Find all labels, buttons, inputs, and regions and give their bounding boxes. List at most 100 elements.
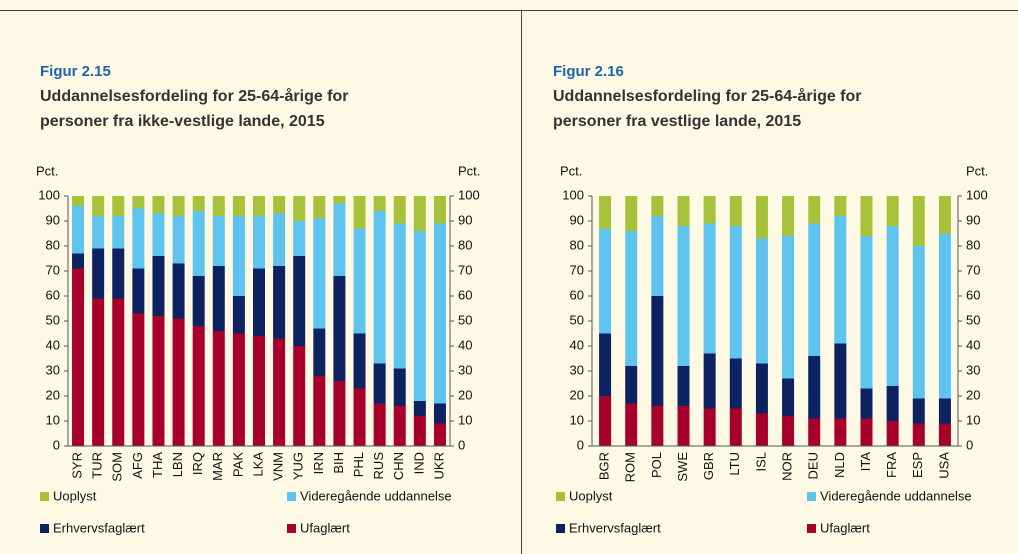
legend-swatch	[287, 524, 296, 533]
bar-segment	[599, 196, 612, 229]
y2-tick-label: 30	[458, 362, 472, 377]
y2-tick-label: 70	[458, 262, 472, 277]
bar-segment	[192, 326, 205, 446]
y2-tick-label: 60	[966, 287, 980, 302]
bar-segment	[112, 248, 125, 299]
bar-segment	[808, 196, 821, 224]
x-tick-label: SOM	[110, 452, 125, 482]
bar-segment	[808, 223, 821, 356]
x-tick-label: VNM	[271, 452, 286, 481]
bar-segment	[703, 223, 716, 354]
bar-segment	[172, 196, 185, 216]
bar-segment	[393, 196, 406, 224]
bar-segment	[834, 343, 847, 419]
y2-tick-label: 50	[458, 312, 472, 327]
bar-segment	[172, 318, 185, 446]
legend-label: Uoplyst	[569, 488, 613, 503]
bar-segment	[232, 296, 245, 334]
y2-tick-label: 80	[458, 237, 472, 252]
y2-tick-label: 90	[458, 212, 472, 227]
bar-segment	[703, 408, 716, 446]
bar-segment	[212, 266, 225, 331]
y2-tick-label: 20	[458, 387, 472, 402]
x-tick-label: IRQ	[190, 452, 205, 475]
legend-swatch	[287, 492, 296, 501]
bar-segment	[333, 381, 346, 446]
y-axis-label: Pct.	[560, 163, 582, 178]
bar-segment	[782, 416, 795, 446]
x-tick-label: POL	[649, 452, 664, 478]
bar-segment	[72, 206, 85, 254]
bar-segment	[253, 268, 265, 336]
bar-segment	[677, 226, 690, 366]
bar-segment	[92, 298, 105, 446]
x-tick-label: NOR	[780, 452, 795, 481]
bar-segment	[152, 196, 165, 214]
bar-segment	[293, 221, 306, 256]
bar-segment	[313, 328, 326, 376]
bar-segment	[333, 276, 346, 381]
legend-swatch	[40, 524, 49, 533]
y2-tick-label: 100	[966, 187, 988, 202]
bar-segment	[886, 196, 899, 226]
y-tick-label: 20	[570, 387, 584, 402]
bar-segment	[782, 378, 795, 416]
bar-segment	[433, 423, 446, 446]
x-tick-label: IRN	[311, 452, 326, 474]
legend-label: Erhvervsfaglært	[53, 520, 145, 535]
bar-segment	[782, 196, 795, 236]
y2-tick-label: 80	[966, 237, 980, 252]
x-tick-label: PAK	[230, 452, 245, 477]
y-tick-label: 50	[570, 312, 584, 327]
bar-segment	[413, 416, 426, 446]
legend-label: Ufaglært	[820, 520, 870, 535]
x-tick-label: MAR	[210, 452, 225, 481]
bar-segment	[273, 338, 286, 446]
legend-swatch	[556, 524, 565, 533]
legend-label: Ufaglært	[300, 520, 350, 535]
bar-segment	[112, 298, 125, 446]
x-tick-label: ISL	[753, 452, 768, 472]
bar-segment	[353, 388, 366, 446]
bar-segment	[729, 358, 742, 409]
bar-segment	[172, 216, 185, 264]
bar-segment	[293, 196, 306, 221]
bar-segment	[625, 403, 638, 446]
bar-segment	[433, 196, 446, 224]
y2-tick-label: 30	[966, 362, 980, 377]
x-tick-label: BIH	[331, 452, 346, 474]
bar-segment	[373, 363, 386, 404]
y-tick-label: 70	[46, 262, 60, 277]
bar-segment	[293, 256, 306, 346]
bar-segment	[132, 313, 145, 446]
bar-segment	[413, 196, 426, 231]
bar-segment	[152, 256, 165, 316]
bar-segment	[92, 248, 105, 299]
legend-label: Videregående uddannelse	[300, 488, 452, 503]
y2-tick-label: 70	[966, 262, 980, 277]
bar-segment	[293, 346, 306, 446]
x-tick-label: PHL	[351, 452, 366, 477]
y-tick-label: 40	[46, 337, 60, 352]
bar-segment	[729, 226, 742, 359]
x-tick-label: IND	[411, 452, 426, 474]
bar-segment	[651, 196, 664, 216]
bar-segment	[253, 216, 265, 269]
x-tick-label: GBR	[701, 452, 716, 480]
y-tick-label: 80	[570, 237, 584, 252]
bar-segment	[313, 196, 326, 219]
bar-segment	[333, 203, 346, 276]
bar-segment	[599, 396, 612, 446]
y-tick-label: 50	[46, 312, 60, 327]
y-tick-label: 60	[46, 287, 60, 302]
bar-segment	[373, 403, 386, 446]
bar-segment	[808, 356, 821, 419]
bar-segment	[755, 238, 768, 364]
bar-segment	[112, 216, 125, 249]
bar-segment	[860, 388, 873, 419]
bar-segment	[912, 196, 925, 246]
bar-segment	[860, 418, 873, 446]
bar-segment	[192, 211, 205, 276]
bar-segment	[703, 196, 716, 224]
